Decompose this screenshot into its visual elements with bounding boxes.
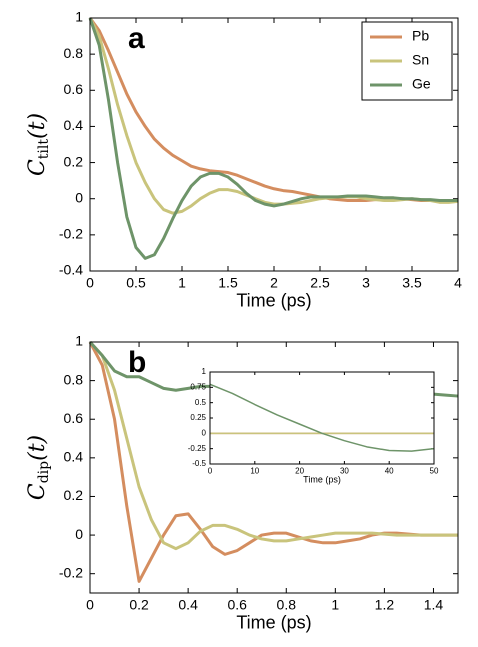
y-tick-label: -0.5 [192, 459, 206, 468]
x-tick-label: 3.5 [402, 274, 422, 290]
x-tick-label: 1.4 [424, 596, 444, 612]
x-tick-label: 1.5 [218, 274, 238, 290]
panel-label: a [128, 22, 145, 55]
y-label-main: C [25, 159, 50, 176]
series-line [209, 383, 435, 452]
y-label-sub: dip [36, 461, 52, 483]
y-tick-label: -0.2 [59, 226, 83, 242]
y-tick-label: 0.4 [64, 117, 84, 133]
y-tick-label: 0.8 [64, 45, 84, 61]
y-tick-label: 0.6 [64, 81, 84, 97]
x-tick-label: 1 [331, 596, 339, 612]
y-tick-label: 1 [75, 333, 83, 349]
axes-frame [209, 371, 435, 465]
x-tick-label: 40 [385, 466, 394, 475]
y-tick-label: 0.2 [64, 153, 84, 169]
panel-label: b [128, 346, 146, 379]
series-line [88, 340, 458, 551]
legend-label: Pb [412, 28, 429, 44]
y-label-sub: tilt [36, 139, 52, 160]
y-tick-label: -0.4 [59, 262, 83, 278]
y-label-arg: (t) [25, 435, 50, 461]
series-line [88, 17, 459, 215]
y-label-arg: (t) [25, 113, 50, 139]
x-tick-label: 0.5 [126, 274, 146, 290]
x-tick-label: 0.4 [178, 596, 198, 612]
legend-label: Sn [412, 52, 429, 68]
y-tick-label: -0.25 [188, 444, 207, 453]
x-tick-label: 10 [250, 466, 259, 475]
axes-frame [89, 341, 459, 594]
y-tick-label: 0.2 [64, 487, 84, 503]
x-tick-label: 1 [178, 274, 186, 290]
x-tick-label: 3 [362, 274, 370, 290]
legend-label: Ge [412, 76, 431, 92]
x-axis-label: Time (ps) [236, 290, 311, 310]
y-tick-label: 0.8 [64, 371, 84, 387]
y-tick-label: 0.6 [64, 410, 84, 426]
y-tick-label: 0 [75, 526, 83, 542]
plot-area [210, 372, 434, 464]
x-tick-label: 20 [295, 466, 304, 475]
y-axis-label: Cdip(t) [25, 435, 52, 500]
x-tick-label: 2 [270, 274, 278, 290]
x-tick-label: 0.8 [277, 596, 297, 612]
x-tick-label: 0.6 [227, 596, 247, 612]
y-tick-label: 0.4 [64, 449, 84, 465]
x-tick-label: 50 [430, 466, 439, 475]
axes-frame [89, 17, 459, 272]
y-tick-label: 0.5 [195, 398, 207, 407]
x-tick-label: 2.5 [310, 274, 330, 290]
series-line [88, 17, 458, 260]
x-tick-label: 4 [454, 274, 462, 290]
y-tick-label: -0.2 [59, 564, 83, 580]
x-tick-label: 0.2 [129, 596, 149, 612]
x-tick-label: 0 [86, 274, 94, 290]
y-tick-label: 0 [75, 189, 83, 205]
y-tick-label: 0 [202, 428, 207, 437]
y-tick-label: 1 [202, 367, 207, 376]
series-line [88, 341, 458, 583]
y-tick-label: 1 [75, 9, 83, 25]
x-tick-label: 0 [208, 466, 213, 475]
x-tick-label: 1.2 [375, 596, 395, 612]
y-tick-label: 0.25 [190, 413, 206, 422]
x-tick-label: 0 [86, 596, 94, 612]
y-label-main: C [25, 483, 50, 500]
y-tick-label: 0.75 [190, 382, 206, 391]
x-axis-label: Time (ps) [236, 612, 311, 632]
x-tick-label: 30 [340, 466, 349, 475]
y-axis-label: Ctilt(t) [25, 113, 52, 176]
x-axis-label: Time (ps) [303, 475, 341, 485]
